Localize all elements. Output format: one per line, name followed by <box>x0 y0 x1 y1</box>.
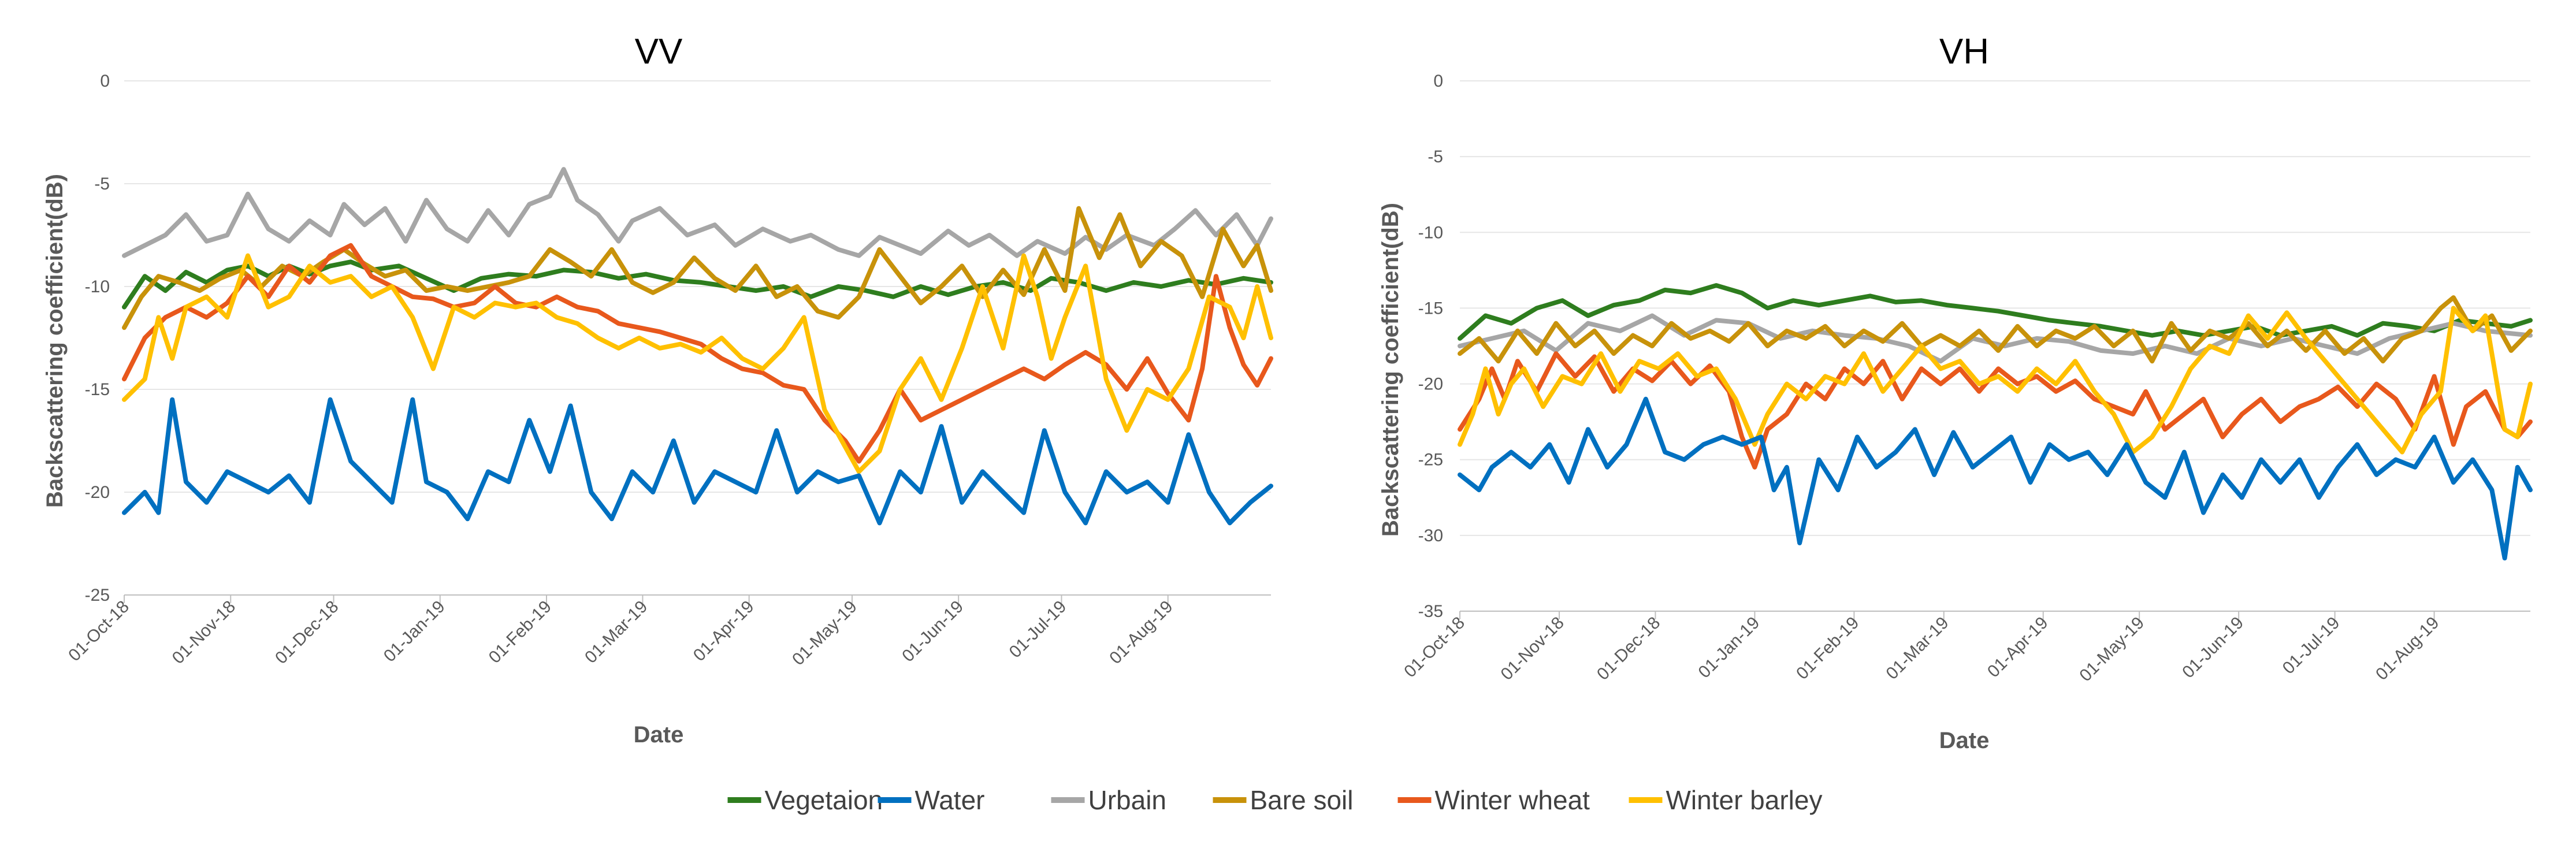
x-tick-vv-5: 01-Mar-19 <box>581 597 651 667</box>
x-tick-vv-0: 01-Oct-18 <box>65 597 133 665</box>
series-line-vv-winter-wheat <box>122 243 1273 464</box>
x-tick-vh-1: 01-Nov-18 <box>1497 613 1568 684</box>
x-tick-vh-9: 01-Jul-19 <box>2279 613 2344 678</box>
chart-title-vv: VV <box>635 32 683 72</box>
legend-label-vegetaion: Vegetaion <box>765 785 883 815</box>
x-tick-vh-4: 01-Feb-19 <box>1793 613 1863 683</box>
series-line-vh-vegetaion <box>1458 283 2533 341</box>
x-tick-vh-7: 01-May-19 <box>2076 613 2148 686</box>
chart-panel-vv: VV Date Backscattering coefficient(dB) 0… <box>42 32 1273 747</box>
legend-label-urbain: Urbain <box>1088 785 1167 815</box>
x-tick-vv-3: 01-Jan-19 <box>380 597 449 666</box>
y-axis-label-vv: Backscattering coefficient(dB) <box>42 174 68 508</box>
y-tick-vv-3: -15 <box>85 380 110 399</box>
chart-title-vh: VH <box>1939 32 1989 72</box>
y-tick-vv-1: -5 <box>94 174 110 194</box>
x-tick-vv-6: 01-Apr-19 <box>690 597 758 665</box>
chart-panel-vh: VH Date Backscattering coefficient(dB) 0… <box>1378 32 2533 753</box>
y-tick-vv-4: -20 <box>85 483 110 502</box>
y-tick-vh-4: -20 <box>1418 375 1443 394</box>
chart-legend: Vegetaion Water Urbain Bare soil Winter whea… <box>727 785 1823 815</box>
x-tick-vh-2: 01-Dec-18 <box>1593 613 1664 684</box>
y-tick-vh-2: -10 <box>1418 223 1443 242</box>
series-line-vh-urbain <box>1458 313 2533 364</box>
y-tick-vv-0: 0 <box>100 72 110 91</box>
series-line-vh-water <box>1458 396 2533 561</box>
x-tick-vv-8: 01-Jun-19 <box>898 597 967 666</box>
x-tick-vh-5: 01-Mar-19 <box>1882 613 1952 683</box>
y-tick-vv-5: -25 <box>85 586 110 605</box>
series-line-vv-water <box>122 397 1273 526</box>
x-tick-vh-0: 01-Oct-18 <box>1400 613 1469 682</box>
series-line-vv-winter-barley <box>122 253 1273 474</box>
legend-label-bare-soil: Bare soil <box>1250 785 1354 815</box>
x-tick-vv-9: 01-Jul-19 <box>1006 597 1070 662</box>
y-tick-vh-0: 0 <box>1433 72 1443 91</box>
x-tick-vv-7: 01-May-19 <box>789 597 861 670</box>
y-tick-vh-5: -25 <box>1418 451 1443 470</box>
y-axis-label-vh: Backscattering coefficient(dB) <box>1378 203 1403 537</box>
x-tick-vh-10: 01-Aug-19 <box>2372 613 2443 684</box>
x-tick-vh-8: 01-Jun-19 <box>2179 613 2247 682</box>
x-tick-vv-10: 01-Aug-19 <box>1106 597 1176 668</box>
x-tick-vh-6: 01-Apr-19 <box>1984 613 2052 682</box>
series-line-vh-bare-soil <box>1458 295 2533 364</box>
x-axis-label-vh: Date <box>1939 728 1990 753</box>
legend-label-water: Water <box>915 785 985 815</box>
y-tick-vh-3: -15 <box>1418 299 1443 318</box>
x-tick-vh-3: 01-Jan-19 <box>1694 613 1763 682</box>
x-tick-vv-2: 01-Dec-18 <box>272 597 342 668</box>
series-line-vv-urbain <box>122 167 1273 258</box>
legend-label-winter-barley: Winter barley <box>1666 785 1823 815</box>
x-tick-vv-4: 01-Feb-19 <box>485 597 555 667</box>
series-line-vh-winter-barley <box>1458 306 2533 455</box>
y-tick-vv-2: -10 <box>85 277 110 296</box>
legend-label-winter-wheat: Winter wheat <box>1435 785 1590 815</box>
x-axis-label-vv: Date <box>634 722 684 747</box>
x-tick-vv-1: 01-Nov-18 <box>169 597 239 668</box>
y-tick-vh-7: -35 <box>1418 602 1443 621</box>
y-tick-vh-1: -5 <box>1428 147 1443 166</box>
y-tick-vh-6: -30 <box>1418 526 1443 545</box>
